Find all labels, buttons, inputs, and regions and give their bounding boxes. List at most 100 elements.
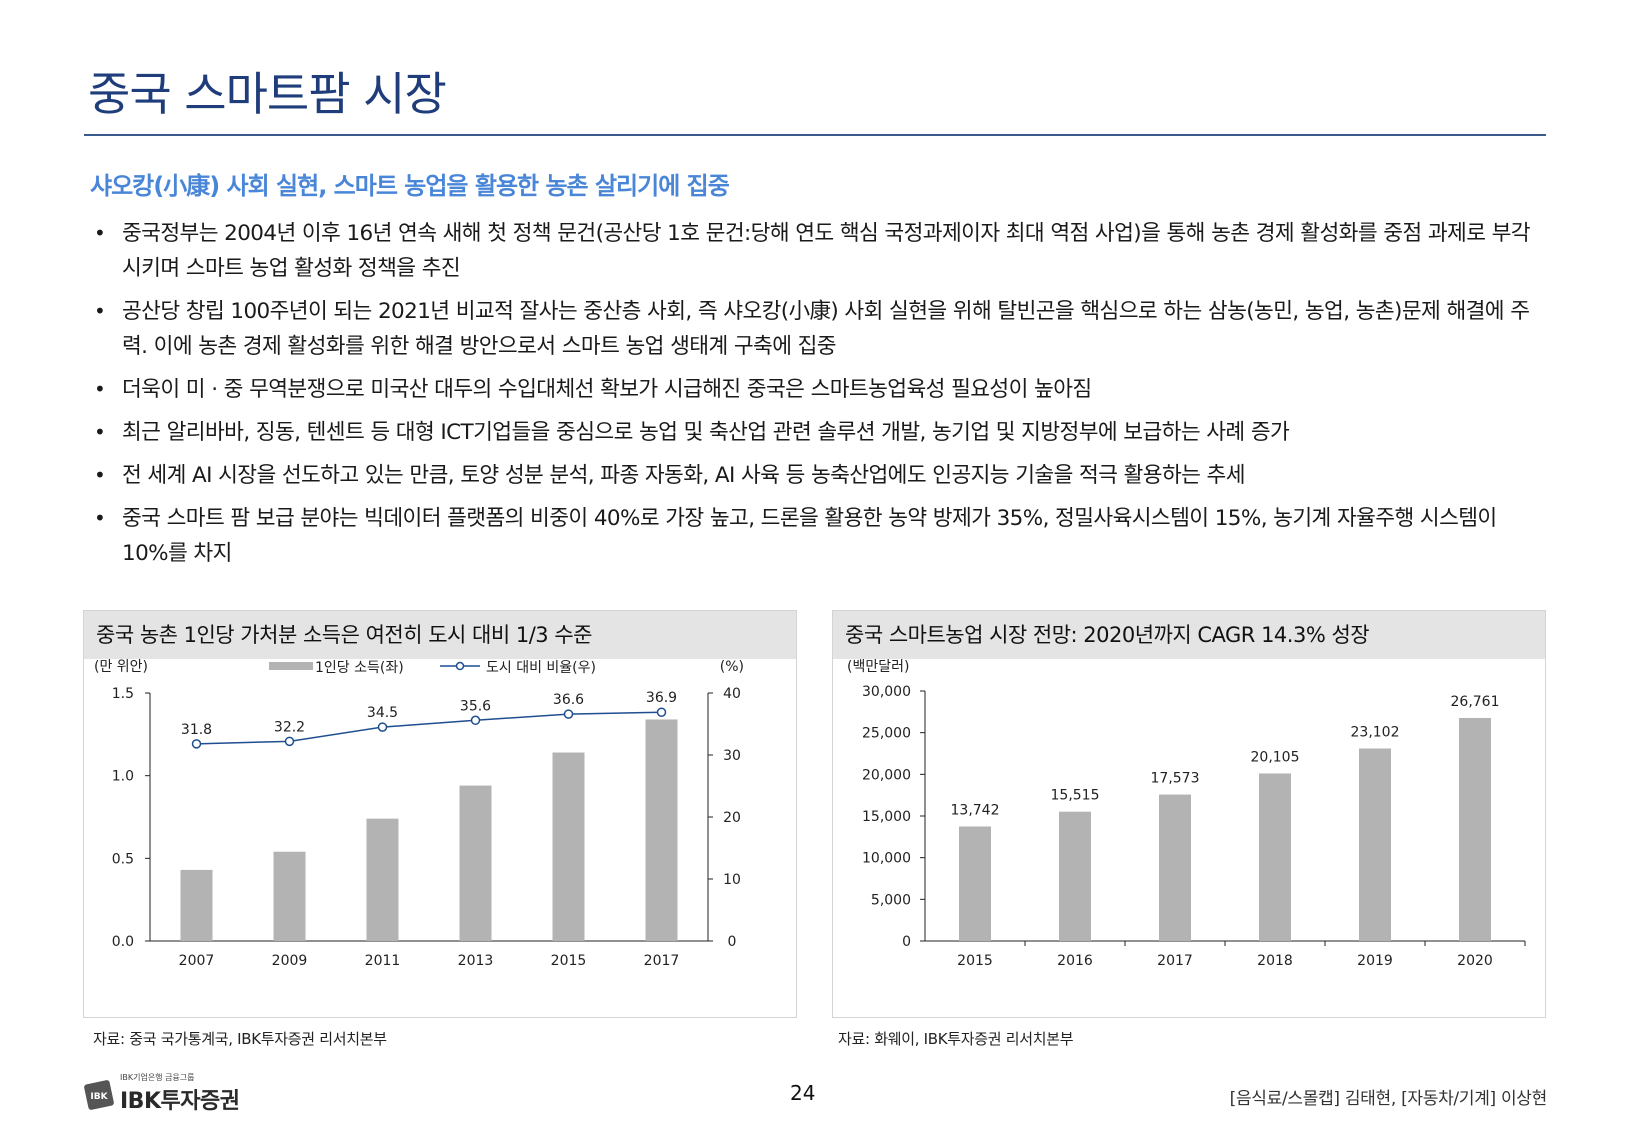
legend-bar-label: 1인당 소득(좌) [315,660,404,676]
right-y-tick-label: 40 [723,686,741,702]
market-chart-title: 중국 스마트농업 시장 전망: 2020년까지 CAGR 14.3% 성장 [833,611,1545,659]
bullet-text: 전 세계 AI 시장을 선도하고 있는 만큼, 토양 성분 분석, 파종 자동화… [122,463,1246,488]
right-y-tick-label: 10 [723,872,741,888]
left-y-tick-label: 1.5 [112,686,134,702]
bullet-item: • 전 세계 AI 시장을 선도하고 있는 만큼, 토양 성분 분석, 파종 자동… [90,458,1548,493]
analyst-credits: [음식료/스몰캡] 김태현, [자동차/기계] 이상현 [1229,1089,1548,1109]
bullet-list: • 중국정부는 2004년 이후 16년 연속 새해 첫 정책 문건(공산당 1호… [90,216,1548,579]
x-tick-label: 2015 [957,953,993,969]
left-y-tick-label: 1.0 [112,769,134,785]
x-tick-label: 2007 [179,953,215,969]
x-tick-label: 2020 [1457,953,1493,969]
market-chart: (백만달러) 0 5,000 10,000 15,000 20,000 25,000 30,0… [847,659,1526,969]
x-tick-label: 2017 [644,953,680,969]
y-tick-label: 0 [902,934,911,950]
market-data-label: 26,761 [1451,694,1500,710]
market-chart-panel: 중국 스마트농업 시장 전망: 2020년까지 CAGR 14.3% 성장 (백… [832,610,1546,1018]
legend-line-marker [455,661,465,671]
x-tick-label: 2013 [458,953,494,969]
bullet-dot-icon: • [94,221,106,245]
market-bar [1159,794,1191,941]
right-y-tick-label: 20 [723,810,741,826]
bullet-item: • 공산당 창립 100주년이 되는 2021년 비교적 잘사는 중산층 사회, … [90,294,1548,364]
y-tick-label: 15,000 [862,809,911,825]
logo-tagline: IBK기업은행 금융그룹 [120,1073,195,1082]
bullet-text: 더욱이 미 · 중 무역분쟁으로 미국산 대두의 수입대체선 확보가 시급해진 … [122,377,1092,402]
income-chart-source: 자료: 중국 국가통계국, IBK투자증권 리서치본부 [93,1030,387,1048]
market-bar [959,826,991,941]
left-y-tick-label: 0.0 [112,934,134,950]
ratio-data-label: 36.6 [553,692,584,708]
market-chart-source: 자료: 화웨이, IBK투자증권 리서치본부 [838,1030,1074,1048]
logo-mark-text: IBK [90,1092,108,1102]
bullet-text: 공산당 창립 100주년이 되는 2021년 비교적 잘사는 중산층 사회, 즉… [122,299,1530,359]
section-subtitle: 샤오캉(小康) 사회 실현, 스마트 농업을 활용한 농촌 살리기에 집중 [90,172,730,200]
y-tick-label: 30,000 [862,684,911,700]
ratio-point [284,736,295,747]
right-y-tick-label: 0 [728,934,737,950]
income-bar [552,752,585,941]
income-bar [645,719,678,941]
y-tick-label: 10,000 [862,851,911,867]
left-y-tick-label: 0.5 [112,851,134,867]
ratio-data-label: 35.6 [460,698,491,714]
logo-name: IBK투자증권 [120,1089,240,1114]
market-data-label: 13,742 [951,802,1000,818]
bullet-text: 최근 알리바바, 징동, 텐센트 등 대형 ICT기업들을 중심으로 농업 및 … [122,420,1290,445]
bullet-dot-icon: • [94,420,106,444]
bullet-text: 중국정부는 2004년 이후 16년 연속 새해 첫 정책 문건(공산당 1호 … [122,221,1531,281]
ratio-data-label: 34.5 [367,705,398,721]
ratio-point [563,709,574,719]
x-tick-label: 2019 [1357,953,1393,969]
x-tick-label: 2016 [1057,953,1093,969]
ratio-data-label: 32.2 [274,719,305,735]
left-axis-unit-label: (만 위안) [94,659,148,675]
company-logo: IBK IBK기업은행 금융그룹 IBK투자증권 [84,1070,254,1114]
ratio-line [196,711,662,745]
market-bar [1059,811,1091,941]
right-axis-unit-label: (%) [720,659,744,675]
income-chart: (만 위안) (%) 1인당 소득(좌) 도시 대비 비율(우) 0.0 0.5 1.0 1.… [94,659,744,969]
x-tick-label: 2018 [1257,953,1293,969]
title-divider [84,134,1546,136]
ratio-data-label: 36.9 [646,690,677,706]
bullet-item: • 중국정부는 2004년 이후 16년 연속 새해 첫 정책 문건(공산당 1호… [90,216,1548,286]
bullet-text: 중국 스마트 팜 보급 분야는 빅데이터 플랫폼의 비중이 40%로 가장 높고… [122,506,1497,566]
page-number: 24 [790,1081,816,1105]
income-bar [180,869,213,941]
bullet-dot-icon: • [94,377,106,401]
bullet-dot-icon: • [94,299,106,323]
y-tick-label: 5,000 [871,892,911,908]
page-title: 중국 스마트팜 시장 [88,67,447,121]
x-tick-label: 2009 [272,953,308,969]
x-tick-label: 2017 [1157,953,1193,969]
income-bar [459,785,492,941]
market-bar [1259,773,1291,941]
ratio-point [191,739,202,749]
income-bar [273,851,306,941]
x-tick-label: 2011 [365,953,401,969]
income-chart-title: 중국 농촌 1인당 가처분 소득은 여전히 도시 대비 1/3 수준 [84,611,796,659]
y-tick-label: 20,000 [862,767,911,783]
x-tick-label: 2015 [551,953,587,969]
legend-bar-swatch [269,662,313,670]
income-chart-panel: 중국 농촌 1인당 가처분 소득은 여전히 도시 대비 1/3 수준 (만 위안… [83,610,797,1018]
income-bar [366,818,399,941]
legend-line-label: 도시 대비 비율(우) [486,660,596,676]
bullet-item: • 더욱이 미 · 중 무역분쟁으로 미국산 대두의 수입대체선 확보가 시급해진… [90,372,1548,407]
ibk-logo-icon: IBK [84,1080,114,1110]
y-axis-unit-label: (백만달러) [847,659,909,675]
market-data-label: 15,515 [1051,788,1100,804]
market-bar [1359,748,1391,941]
ratio-point [656,707,667,717]
ratio-point [470,715,481,726]
market-data-label: 23,102 [1351,724,1400,740]
market-data-label: 20,105 [1251,749,1300,765]
ratio-point [377,722,388,732]
ratio-data-label: 31.8 [181,722,212,738]
market-data-label: 17,573 [1151,771,1200,787]
right-y-tick-label: 30 [723,748,741,764]
bullet-dot-icon: • [94,506,106,530]
bullet-dot-icon: • [94,463,106,487]
bullet-item: • 중국 스마트 팜 보급 분야는 빅데이터 플랫폼의 비중이 40%로 가장 높… [90,501,1548,571]
